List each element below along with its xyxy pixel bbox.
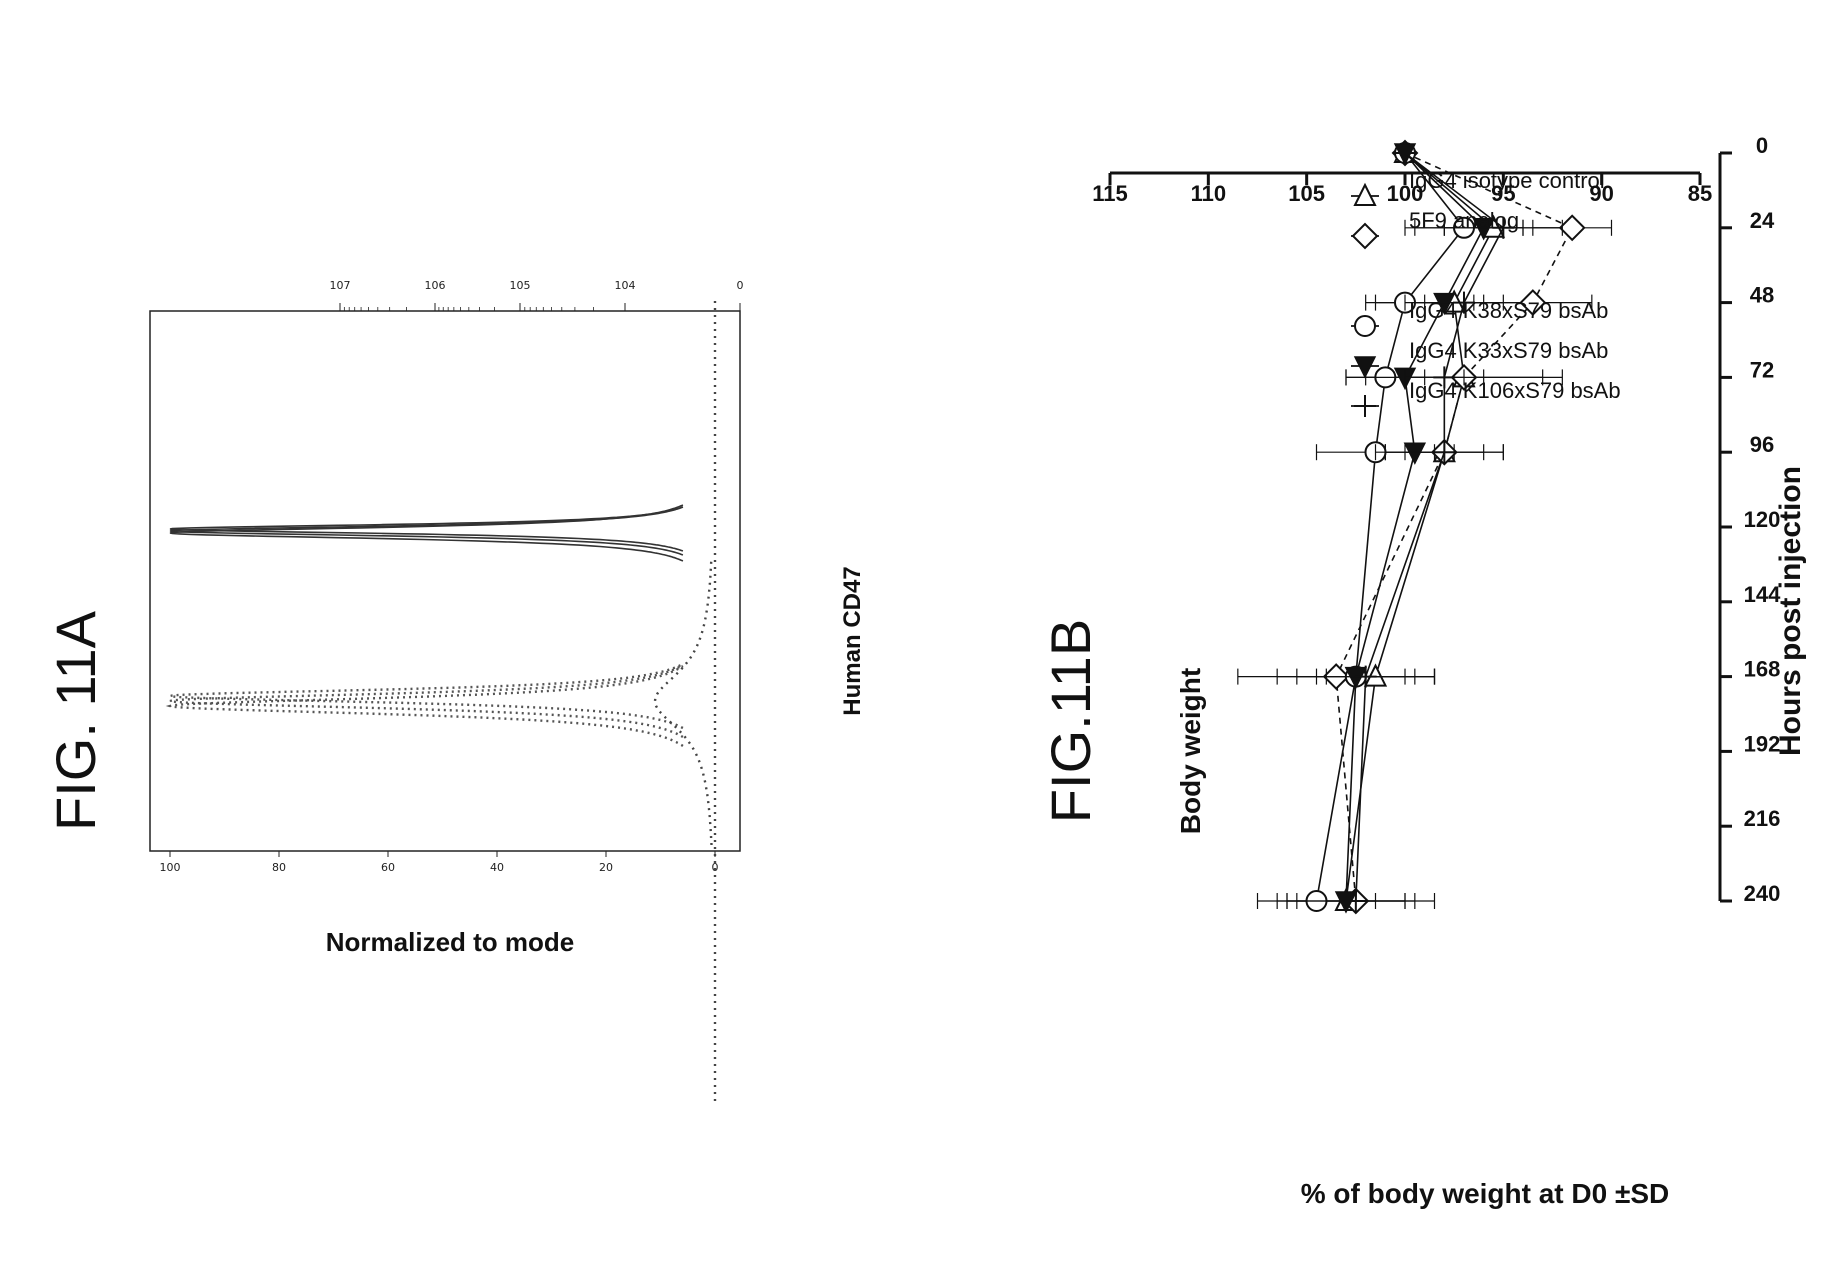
series-5f9-analog xyxy=(1237,139,1613,915)
data-point xyxy=(1351,222,1379,250)
histogram-x-tick-label: 106 xyxy=(425,279,446,292)
series-line xyxy=(1345,152,1495,902)
histogram-x-tick-label: 107 xyxy=(330,279,351,292)
histogram-x-label: Human CD47 xyxy=(839,566,866,715)
y-axis-tick-label: 115 xyxy=(1092,181,1128,206)
legend-entry: IgG4 K106xS79 bsAb xyxy=(1351,378,1621,417)
data-point xyxy=(1433,292,1456,316)
line-chart-y-label: % of body weight at D0 ±SD xyxy=(1301,1178,1670,1209)
histogram-x-tick-label: 0 xyxy=(737,279,744,292)
y-axis-tick-label: 95 xyxy=(1491,181,1515,206)
data-point xyxy=(1433,366,1456,389)
data-point xyxy=(1472,218,1495,241)
data-point xyxy=(1354,665,1377,688)
series-igg4-k38xs79-bsab xyxy=(1256,142,1524,912)
x-axis-tick-label: 168 xyxy=(1744,657,1781,682)
dotted-peak-curve xyxy=(165,665,684,747)
data-point xyxy=(1354,315,1376,337)
legend-label: 5F9 analog xyxy=(1409,208,1519,233)
x-axis-tick-label: 120 xyxy=(1744,507,1781,532)
legend-label: IgG4 isotype control xyxy=(1409,168,1605,193)
dotted-peak-curve xyxy=(169,662,684,730)
histogram-y-tick-label: 80 xyxy=(272,861,286,874)
legend-entry: 5F9 analog xyxy=(1351,208,1519,250)
dotted-shoulder-curve xyxy=(653,556,713,846)
histogram-y-label: Normalized to mode xyxy=(326,927,574,957)
series-line xyxy=(1345,152,1485,902)
line-chart-series xyxy=(1237,139,1613,915)
histogram-y-tick-label: 20 xyxy=(599,861,613,874)
series-igg4-isotype-control xyxy=(1286,139,1573,911)
histogram-y-tick-label: 40 xyxy=(490,861,504,874)
x-axis-tick-label: 240 xyxy=(1744,881,1781,906)
dotted-peak-curve xyxy=(169,663,684,739)
histogram-x-tick-label: 105 xyxy=(510,279,531,292)
data-point xyxy=(1519,289,1547,317)
x-axis-tick-label: 216 xyxy=(1744,806,1781,831)
line-chart-title: Body weight xyxy=(1175,668,1206,834)
y-axis-tick-label: 90 xyxy=(1589,181,1613,206)
histogram-curves xyxy=(165,301,717,1101)
y-axis-tick-label: 100 xyxy=(1387,181,1424,206)
histogram-x-tick-label: 104 xyxy=(615,279,636,292)
y-axis-tick-label: 85 xyxy=(1688,181,1712,206)
x-axis-tick-label: 48 xyxy=(1750,283,1774,308)
x-axis-tick-label: 144 xyxy=(1744,582,1781,607)
legend-label: IgG4 K38xS79 bsAb xyxy=(1409,298,1608,323)
data-point xyxy=(1394,142,1416,164)
histogram-x-ticks: 0 104 105 106 107 xyxy=(330,279,744,311)
series-line xyxy=(1355,152,1505,902)
fig-11a-label: FIG. 11A xyxy=(44,610,107,831)
x-axis-tick-label: 24 xyxy=(1750,208,1775,233)
histogram-frame xyxy=(149,310,741,852)
x-axis-tick-label: 96 xyxy=(1750,432,1774,457)
legend-label: IgG4 K33xS79 bsAb xyxy=(1409,338,1608,363)
histogram-y-tick-label: 60 xyxy=(381,861,395,874)
solid-peak-curve xyxy=(169,506,684,552)
y-axis-tick-label: 105 xyxy=(1288,181,1325,206)
data-point xyxy=(1433,441,1456,464)
line-chart-x-label: Hours post injection xyxy=(1774,466,1807,756)
series-igg4-k106xs79-bsab xyxy=(1296,142,1563,912)
data-point xyxy=(1403,442,1427,465)
line-chart-legend: IgG4 isotype control 5F9 analog IgG4 K38xS… xyxy=(1351,168,1621,417)
x-axis-tick-label: 192 xyxy=(1744,731,1781,756)
legend-entry: IgG4 K38xS79 bsAb xyxy=(1351,298,1608,337)
line-chart-axes: 85 90 95 100 105 110 115 0 24 48 72 96 120 144 168 192 2… xyxy=(1092,133,1781,906)
legend-label: IgG4 K106xS79 bsAb xyxy=(1409,378,1621,403)
y-axis-tick-label: 110 xyxy=(1191,181,1227,206)
data-point xyxy=(1344,890,1367,912)
data-point xyxy=(1354,395,1376,417)
fig-11b: FIG.11B Body weight 85 90 95 100 105 110 115 0 2… xyxy=(1039,133,1807,1209)
data-point xyxy=(1453,291,1475,314)
x-axis-tick-label: 72 xyxy=(1750,357,1774,382)
legend-entry: IgG4 K33xS79 bsAb xyxy=(1351,338,1608,379)
data-point xyxy=(1492,216,1515,239)
x-axis-tick-label: 0 xyxy=(1756,133,1768,158)
histogram-y-tick-label: 0 xyxy=(712,861,719,874)
fig-11b-label: FIG.11B xyxy=(1039,619,1102,823)
series-line xyxy=(1315,152,1466,902)
series-line xyxy=(1335,152,1574,902)
fig-11a: FIG. 11A 0 20 40 60 80 100 0 104 105 106 107 Huma… xyxy=(44,279,866,1101)
data-point xyxy=(1353,356,1377,379)
histogram-y-ticks: 0 20 40 60 80 100 xyxy=(160,851,719,874)
legend-entry: IgG4 isotype control xyxy=(1351,168,1605,206)
data-point xyxy=(1558,214,1586,242)
histogram-y-tick-label: 100 xyxy=(160,861,181,874)
data-point xyxy=(1353,182,1377,206)
